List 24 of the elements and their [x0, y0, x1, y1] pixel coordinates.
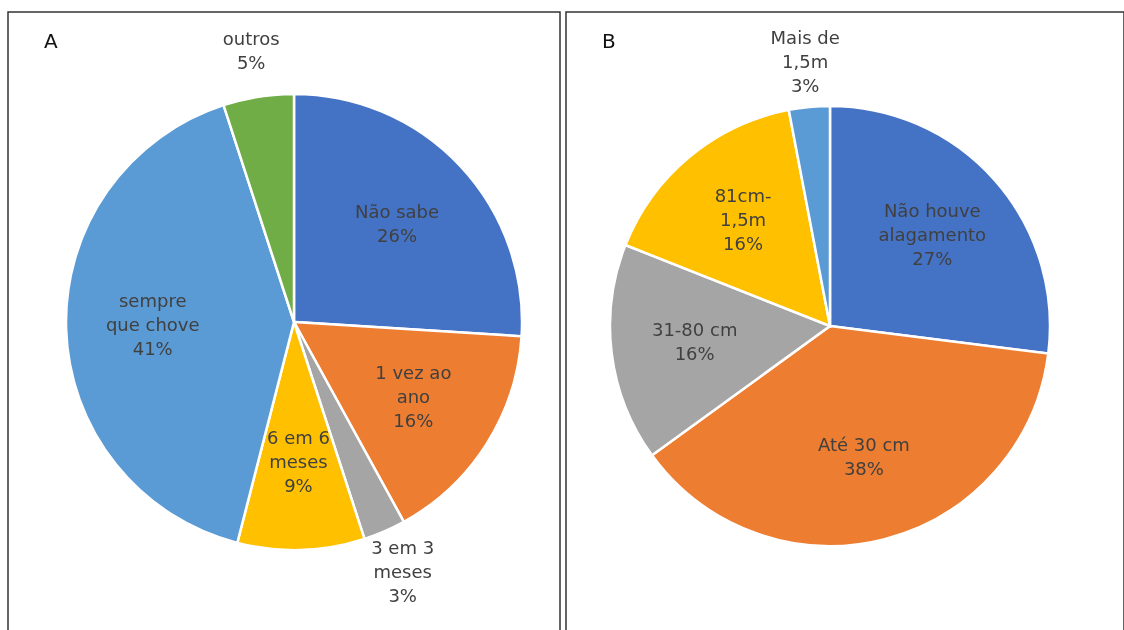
chart-title: B	[602, 29, 616, 53]
chart-title: A	[44, 29, 58, 53]
slice-label: 31-80 cm	[651, 319, 738, 341]
slice-label: Não sabe	[354, 201, 440, 223]
slice-label: 6 em 6 meses	[266, 427, 330, 473]
data-label: 26%	[377, 225, 418, 247]
slice-label: Não houve alagamento	[878, 199, 987, 245]
slice-label: 1 vez ao ano	[375, 361, 452, 407]
slice-label: Até 30 cm	[817, 434, 910, 456]
slice-label: Mais de 1,5m	[770, 27, 840, 73]
data-label: 3%	[388, 585, 417, 607]
data-label: 27%	[912, 247, 953, 269]
data-label: 41%	[132, 338, 173, 360]
slice-label: outros	[222, 27, 280, 49]
slice-label: 3 em 3 meses	[371, 537, 435, 583]
data-label: 16%	[674, 343, 715, 365]
data-label: 3%	[790, 75, 820, 97]
slice-label: sempre que chove	[105, 290, 200, 336]
data-label: 16%	[723, 232, 764, 254]
slice-label: 81cm-1,5m	[714, 184, 772, 230]
data-label: 38%	[843, 458, 884, 480]
data-label: 5%	[236, 51, 266, 73]
data-label: 16%	[393, 409, 434, 431]
data-label: 9%	[284, 475, 313, 497]
